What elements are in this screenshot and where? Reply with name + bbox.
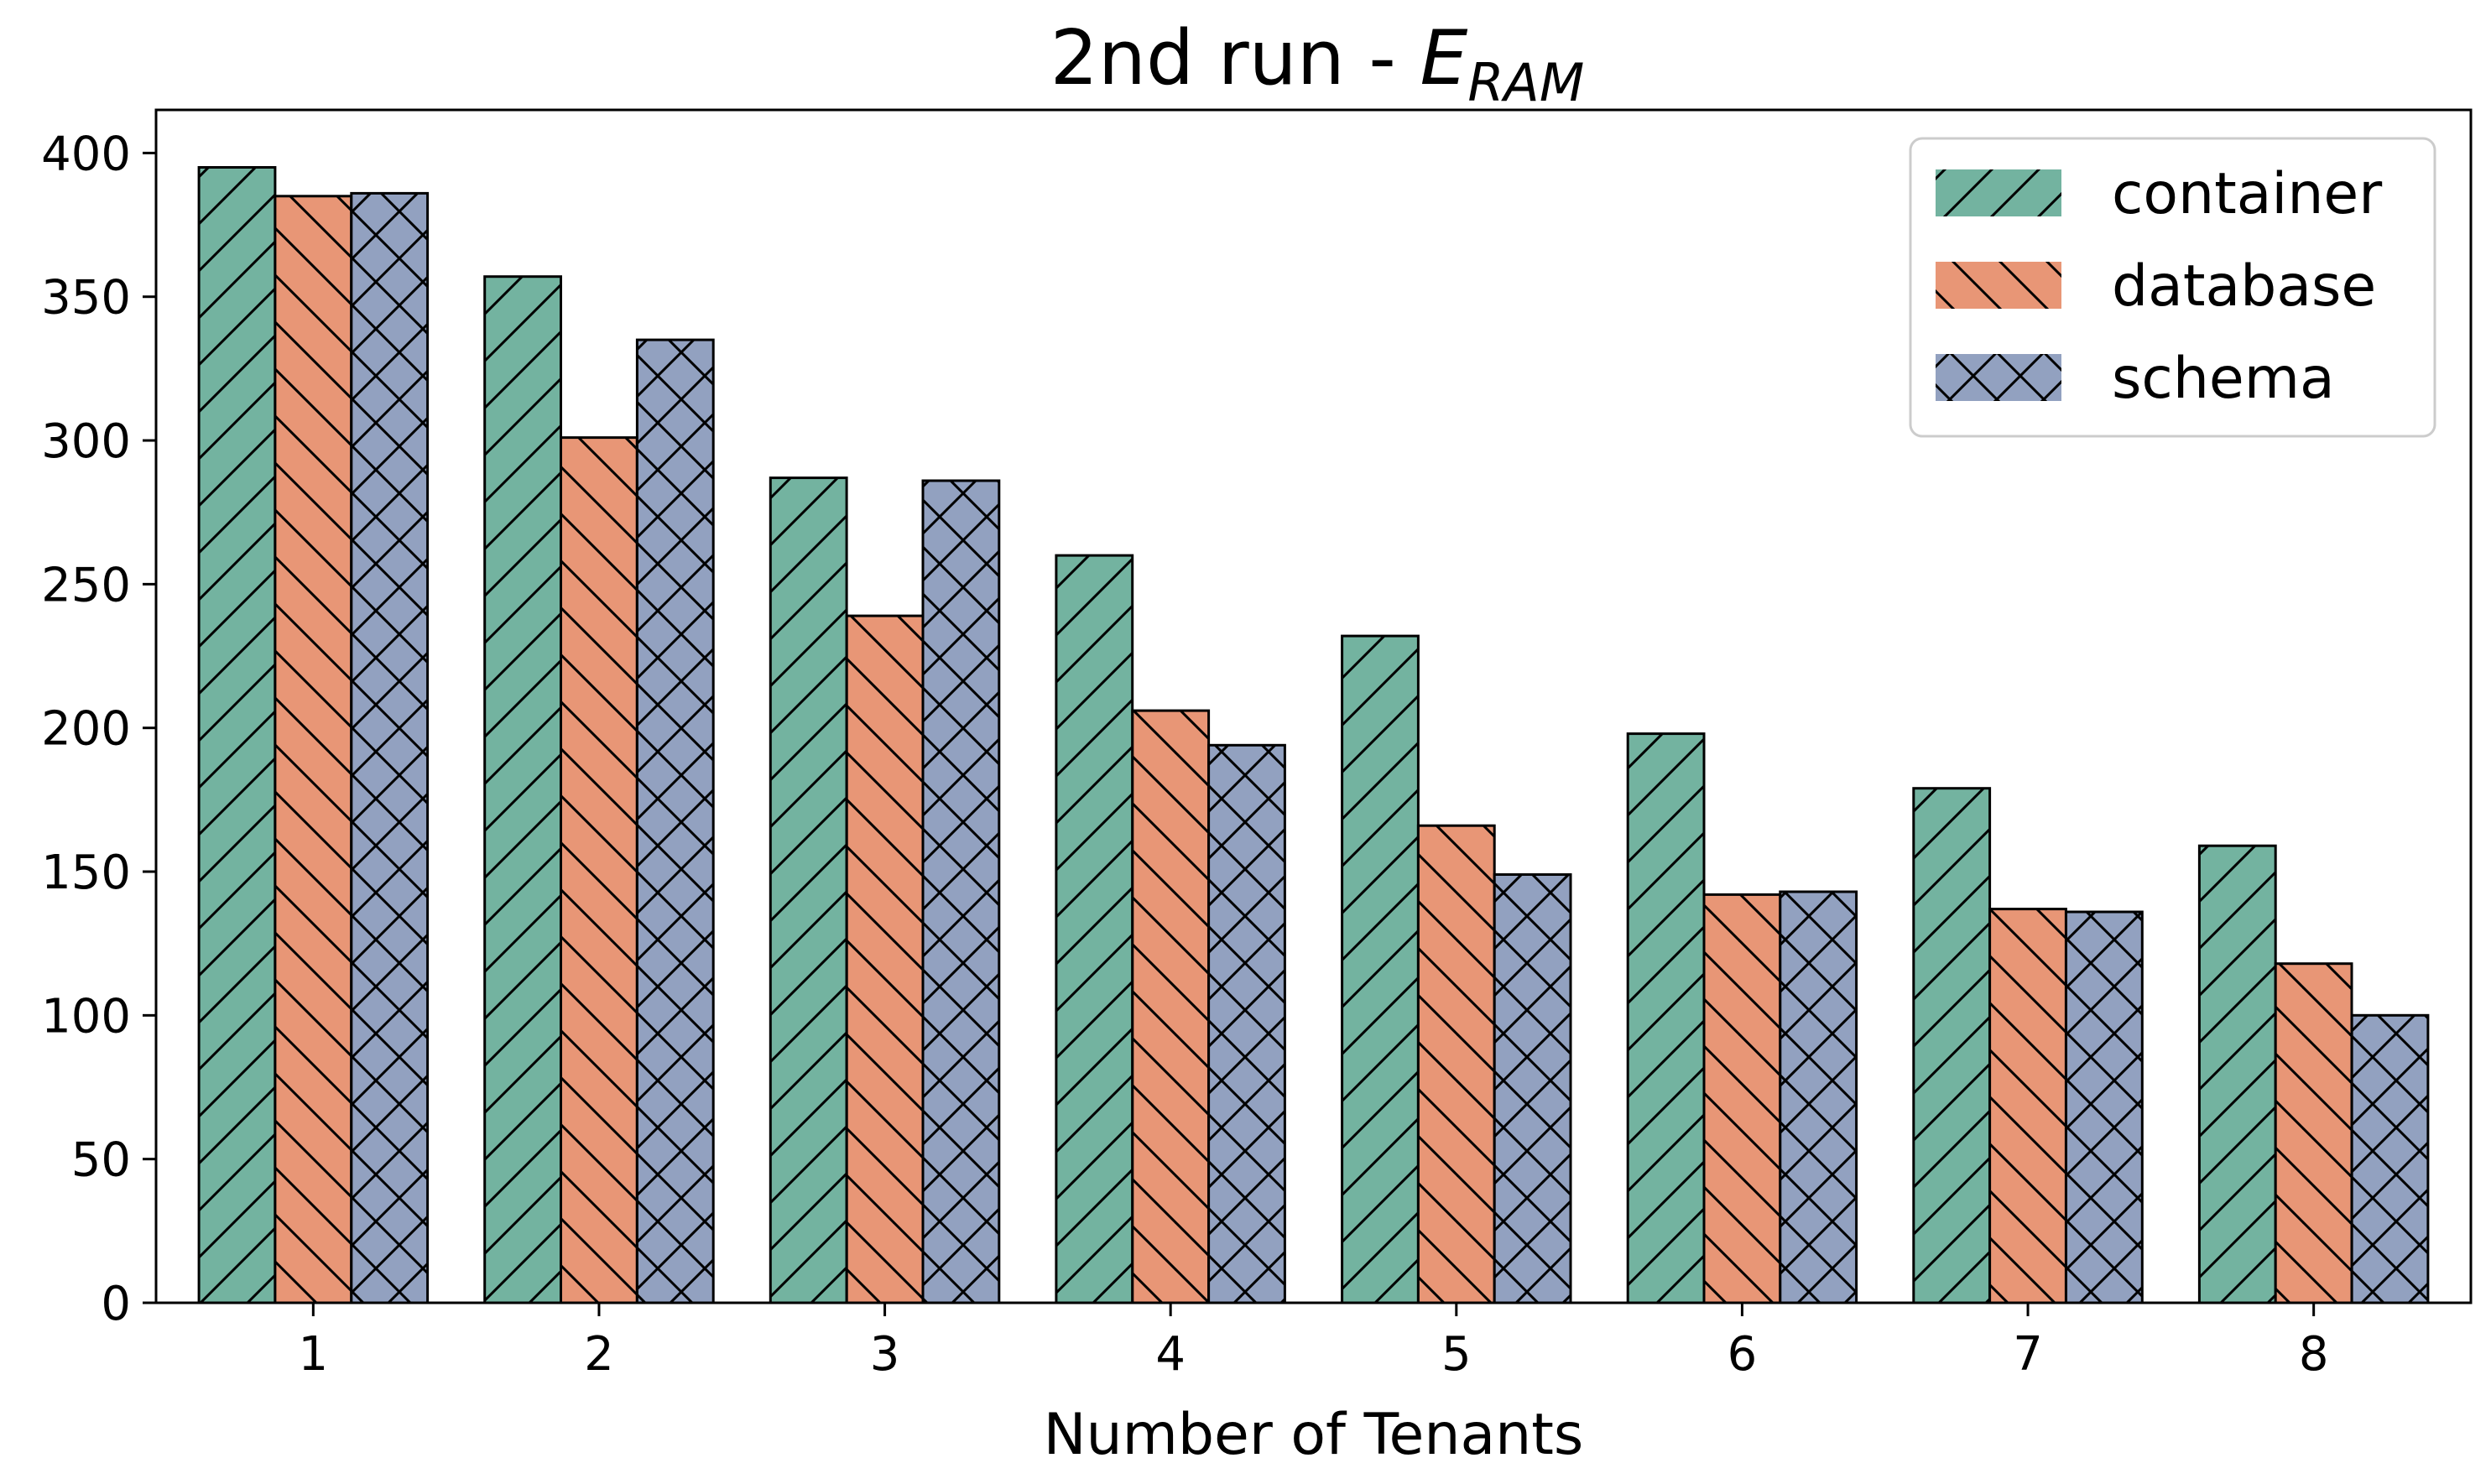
bar-schema-7 [2065, 910, 2144, 1304]
x-tick-label: 1 [299, 1327, 329, 1382]
y-tick-label: 50 [71, 1133, 131, 1188]
bar-container-5 [1341, 634, 1420, 1304]
x-axis-title: Number of Tenants [1044, 1402, 1584, 1468]
x-tick-label: 8 [2299, 1327, 2329, 1382]
bar-schema-8 [2350, 1013, 2430, 1304]
y-tick-label: 400 [41, 127, 131, 181]
bar-container-3 [769, 476, 848, 1304]
x-tick-label: 2 [584, 1327, 614, 1382]
x-tick-label: 6 [1728, 1327, 1758, 1382]
legend-label-schema: schema [2112, 346, 2335, 412]
bar-schema-4 [1207, 743, 1286, 1304]
legend-label-database: database [2112, 253, 2376, 320]
x-tick-label: 3 [870, 1327, 900, 1382]
bar-container-8 [2197, 844, 2277, 1304]
bar-database-6 [1702, 893, 1782, 1304]
bar-database-8 [2274, 962, 2353, 1304]
bar-database-3 [845, 614, 925, 1304]
bar-container-2 [483, 275, 563, 1304]
legend-label-container: container [2112, 161, 2382, 227]
legend-swatch-schema [1936, 354, 2061, 401]
bar-database-1 [274, 195, 353, 1304]
bar-container-7 [1912, 787, 1992, 1304]
y-tick-label: 250 [41, 558, 131, 612]
bar-schema-1 [350, 191, 430, 1304]
y-tick-label: 0 [101, 1277, 131, 1331]
legend-swatch-database [1936, 262, 2061, 309]
legend: container database schema [1909, 137, 2436, 438]
bar-database-2 [560, 436, 638, 1304]
bars-group [197, 166, 2430, 1304]
bar-schema-6 [1779, 890, 1858, 1304]
y-tick-label: 100 [41, 989, 131, 1044]
bar-container-4 [1055, 554, 1134, 1304]
chart-title: 2nd run - ERAM [1050, 14, 1585, 113]
bar-database-7 [1988, 908, 2067, 1304]
legend-swatch-container [1936, 169, 2061, 216]
bar-schema-3 [921, 479, 1001, 1304]
x-tick-label: 4 [1155, 1327, 1186, 1382]
bar-schema-2 [635, 338, 715, 1304]
y-axis: 0 50 100 150 200 250 300 350 400 [41, 127, 156, 1331]
x-tick-label: 5 [1441, 1327, 1472, 1382]
bar-schema-5 [1493, 873, 1572, 1304]
bar-container-1 [197, 166, 277, 1304]
y-tick-label: 200 [41, 702, 131, 757]
y-tick-label: 150 [41, 846, 131, 900]
x-axis: 1 2 3 4 5 6 7 8 [299, 1303, 2329, 1382]
x-tick-label: 7 [2013, 1327, 2043, 1382]
plot-frame [154, 108, 2473, 1304]
bar-database-5 [1416, 824, 1496, 1304]
bar-container-6 [1626, 732, 1706, 1304]
y-tick-label: 350 [41, 271, 131, 325]
bar-database-4 [1131, 709, 1211, 1304]
y-tick-label: 300 [41, 414, 131, 469]
